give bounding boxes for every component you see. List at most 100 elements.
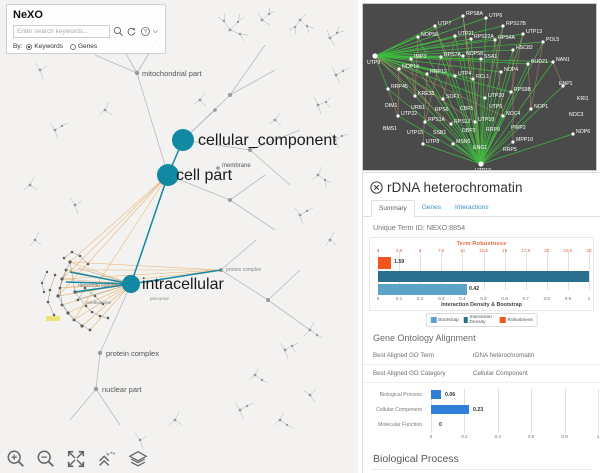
chart-bottom-axis: 0 0.1 0.2 0.3 0.4 0.5 0.6 0.7 0.8 0.9 1 [370,296,593,305]
legend-label: Robustness [507,317,533,323]
gene-label: RPS13 [454,119,471,125]
gene-label: NOP6 [576,129,590,135]
reset-icon[interactable] [126,26,137,37]
section-heading-biological-process: Biological Process [373,453,459,465]
tick: 0.2 [416,296,424,301]
tick: 10 [459,248,465,253]
tick: 0.6 [501,296,508,301]
ontology-tree-graph[interactable] [0,0,358,473]
gene-label: RRP12 [430,69,447,75]
unique-term-id: Unique Term ID: NEXO:8854 [373,223,466,232]
tree-toolbar[interactable] [6,449,150,469]
search-icon[interactable] [113,26,124,37]
search-input[interactable] [13,25,110,38]
tick: 0.4 [494,434,501,439]
tick: 20 [544,248,550,253]
gene-label: UTP21 [458,31,474,37]
gene-label: IMP3 [414,54,426,60]
tree-node-intracellular[interactable] [122,275,140,293]
gbar-value-molecular-function: 0 [439,422,442,428]
gene-label: POL5 [546,37,559,43]
tick: 0 [376,248,380,253]
fit-to-screen-icon[interactable] [66,449,86,469]
gene-label: BMS1 [383,126,397,132]
gene-network-panel[interactable]: UTP9 UTP10 RPS8A UTP6 UTP7 RPS17B UTP13 … [362,3,597,171]
tree-node-label-intracellular: intracellular [142,276,224,293]
chart-legend-wrap: Bootstrap Interaction Density Robustness [369,313,594,327]
legend-interaction-density: Interaction Density [463,315,495,325]
gene-label: RPS8A [466,11,484,17]
tick: 15 [502,248,508,253]
tick: 12.5 [479,248,488,253]
tick: 0.6 [527,434,535,439]
chart-xlabel: Interaction Density & Bootstrap [441,302,522,308]
gene-label: RPS22A [474,34,494,40]
gene-label: DIM1 [385,103,398,109]
ontology-tree-panel[interactable]: cellular_component cell part intracellul… [0,0,358,473]
radio-keywords[interactable]: Keywords [26,43,63,50]
gene-label: RRP9 [486,127,500,133]
gene-label-hub-utp9: UTP9 [367,60,380,66]
tree-node-label-protein-complex-lower: protein complex [106,349,159,358]
gene-label: NOP1 [534,104,548,110]
tree-node-label-cell-part: cell part [176,167,233,184]
divider [371,469,592,470]
detail-tabs[interactable]: Summary Genes Interactions [363,200,600,217]
gene-network-graph[interactable]: UTP9 UTP10 RPS8A UTP6 UTP7 RPS17B UTP13 … [363,4,597,171]
tree-node-label-protein-complex-right: protein complex [226,267,262,273]
gene-label: SSB1 [433,130,446,136]
tick: 0.8 [561,434,568,439]
radio-genes-dot[interactable] [69,43,76,50]
tick: 0.3 [438,296,445,301]
chart-top-axis: 0 2.5 5 7.5 10 12.5 15 17.5 20 22.5 25 [370,248,593,257]
bar-value-bootstrap: 0.42 [469,286,480,292]
gene-label: NAN1 [556,57,570,63]
gene-label: UTP7 [438,21,451,27]
gene-label: RCL1 [476,74,489,80]
collapse-icon[interactable] [96,449,116,469]
tick: 5 [418,248,422,253]
gene-label: UTP20 [488,93,504,99]
tree-node-label-preribosome: preribosome [86,300,112,305]
tick: 2.5 [395,248,403,253]
go-alignment-chart: Biological Process 0.06 Cellular Compone… [369,387,599,449]
help-icon[interactable]: ? [140,26,151,37]
gene-label: SOF1 [446,94,460,100]
tick: 0.5 [480,296,487,301]
tab-interactions[interactable]: Interactions [454,204,489,211]
layers-icon[interactable] [126,449,150,469]
tick: 22.5 [563,248,573,253]
gene-label: SSA1 [484,54,497,60]
tree-node-label-mitochondrial-part: mitochondrial part [142,69,202,78]
zoom-out-icon[interactable] [36,449,56,469]
legend-swatch-interaction-density [463,317,468,323]
legend-label: Interaction Density [469,315,492,325]
gene-label: KRI1 [577,96,589,102]
legend-label: Bootstrap [438,317,459,323]
search-panel[interactable]: NeXO ? By: [6,4,166,54]
tick: 1 [587,296,591,301]
search-by-row[interactable]: By: Keywords Genes [13,43,159,50]
tab-summary[interactable]: Summary [371,200,415,217]
page-title: rDNA heterochromatin [387,180,523,195]
search-row[interactable]: ? [13,25,159,38]
go-row-best-aligned-term: Best Aligned GO Term rDNA heterochromati… [363,347,600,365]
tab-genes[interactable]: Genes [421,204,441,211]
go-row-best-aligned-category: Best Aligned GO Category Cellular Compon… [363,365,600,383]
gene-label: UTP22 [401,111,417,117]
app-title: NeXO [13,9,43,21]
tree-node-cell-part[interactable] [157,164,179,186]
close-icon[interactable] [370,181,383,194]
chart-title-term-robustness: Term Robustness [456,241,507,247]
gbar-biological-process [431,390,441,399]
go-value: Cellular Component [473,370,528,377]
radio-keywords-dot[interactable] [26,43,33,50]
zoom-in-icon[interactable] [6,449,26,469]
section-heading-go-alignment: Gene Ontology Alignment [373,333,476,343]
legend-swatch-bootstrap [430,317,437,323]
radio-genes[interactable]: Genes [69,43,97,50]
chevron-down-icon[interactable] [152,27,159,36]
bar-interaction-density [378,271,589,282]
gene-label: RPS9B [514,87,532,93]
tree-node-cellular-component[interactable] [172,129,194,151]
